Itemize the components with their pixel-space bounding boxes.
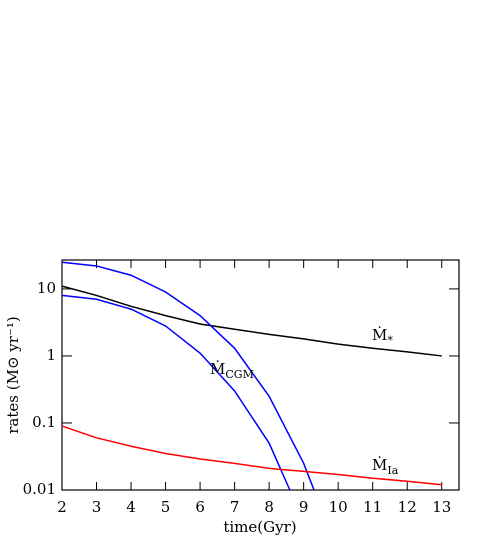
x-tick-label: 2: [57, 498, 67, 516]
annotation-subscript: Ia: [387, 464, 398, 477]
annotation-subscript: CGM: [225, 368, 253, 381]
x-tick-label: 3: [92, 498, 102, 516]
x-tick-label: 12: [398, 498, 417, 516]
annotation: ṀCGM: [210, 360, 254, 381]
y-tick-label: 0.01: [23, 480, 56, 498]
annotation: ṀIa: [372, 456, 399, 477]
x-tick-label: 4: [126, 498, 136, 516]
annotation-symbol: Ṁ: [372, 326, 387, 344]
annotation-symbol: Ṁ: [372, 456, 387, 474]
annotation-symbol: Ṁ: [210, 360, 225, 378]
x-tick-label: 9: [299, 498, 309, 516]
annotation-subscript: *: [387, 334, 393, 347]
plot-frame: [61, 259, 460, 491]
line: [61, 261, 315, 491]
line: [61, 425, 442, 486]
x-tick-label: 11: [363, 498, 382, 516]
x-tick-label: 6: [195, 498, 205, 516]
y-tick-label: 10: [37, 279, 56, 297]
x-tick-label: 5: [161, 498, 171, 516]
annotation: Ṁ*: [372, 326, 393, 347]
line: [61, 294, 291, 491]
x-axis-label: time(Gyr): [223, 518, 296, 536]
y-tick-label: 1: [46, 346, 56, 364]
y-tick-label: 0.1: [32, 413, 56, 431]
x-tick-label: 7: [230, 498, 240, 516]
x-tick-label: 10: [329, 498, 348, 516]
x-tick-label: 13: [432, 498, 451, 516]
x-tick-label: 8: [264, 498, 274, 516]
line: [61, 285, 442, 357]
y-axis-label: rates (M⊙ yr⁻¹): [4, 316, 22, 433]
